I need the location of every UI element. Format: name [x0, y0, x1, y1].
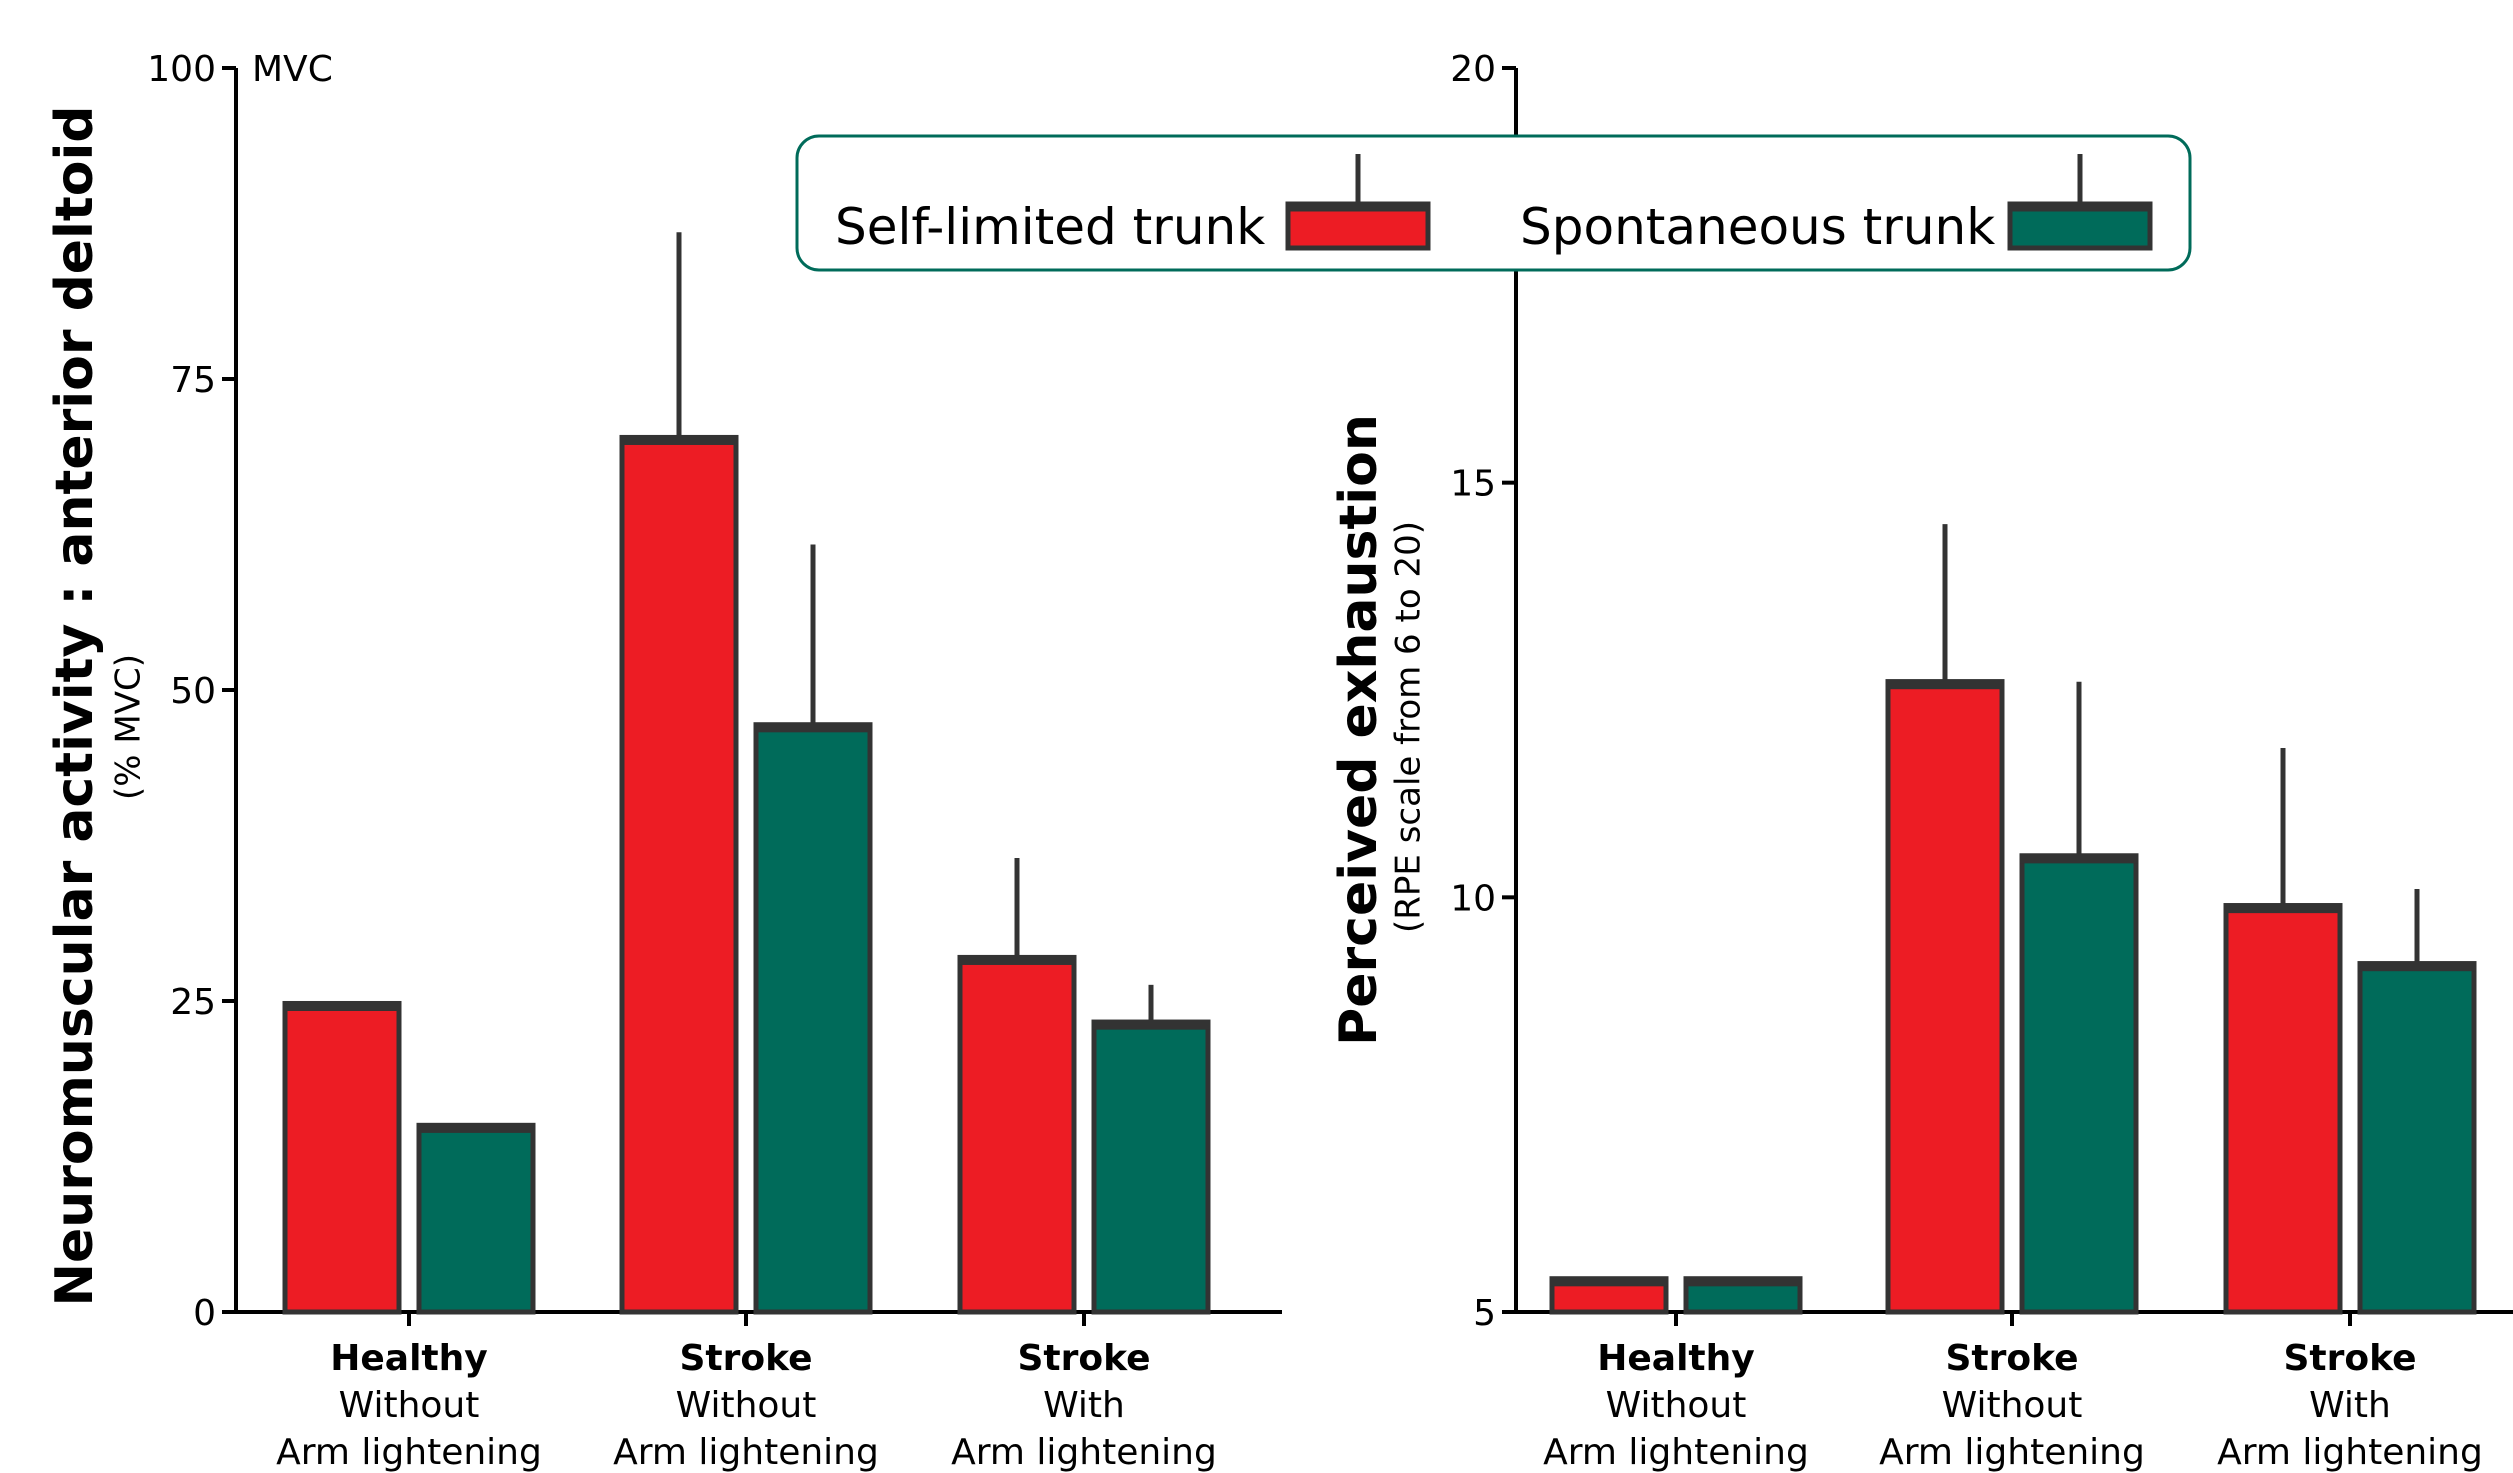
y-tick-label: 0 — [193, 1293, 216, 1334]
bar-self-limited — [619, 434, 739, 1315]
bar-self-limited — [1885, 679, 2005, 1315]
y-tick-label: 75 — [170, 360, 216, 401]
y-tick-label: 50 — [170, 671, 216, 712]
x-category-condition-label: With — [1043, 1385, 1125, 1426]
x-category-lightening-label: Arm lightening — [276, 1432, 542, 1473]
y-axis-subtitle: (% MVC) — [109, 654, 149, 800]
bar-top-cap — [1885, 679, 2005, 690]
chart-perceived-exhaustion: 5 10 15 20 Perceived exhaustion (RPE scale fr… — [1329, 49, 2513, 1473]
y-tick-label: 25 — [170, 982, 216, 1023]
bar-top-cap — [753, 722, 873, 733]
y-tick-label: 10 — [1450, 878, 1496, 919]
y-axis-title: Perceived exhaustion — [1329, 414, 1389, 1046]
x-category-condition-label: Without — [1942, 1385, 2083, 1426]
bar-top-cap — [2223, 903, 2343, 914]
y-tick-label: 5 — [1473, 1293, 1496, 1334]
bar-top-cap — [416, 1122, 536, 1133]
bar-spontaneous — [1091, 1019, 1211, 1315]
bar-top-cap — [1683, 1276, 1803, 1287]
bar-spontaneous — [2357, 961, 2477, 1315]
x-category-group-label: Stroke — [1017, 1338, 1150, 1379]
legend-label: Self-limited trunk — [835, 198, 1265, 256]
bar-spontaneous — [416, 1122, 536, 1315]
legend: Self-limited trunk Spontaneous trunk — [795, 134, 2192, 272]
legend-swatch-cap — [1285, 201, 1431, 212]
x-category-condition-label: Without — [676, 1385, 817, 1426]
legend-swatch-cap — [2007, 201, 2153, 212]
y-tick-label: 100 — [147, 49, 216, 90]
x-category-group-label: Healthy — [330, 1338, 487, 1379]
legend-label: Spontaneous trunk — [1520, 198, 1995, 256]
chart-neuromuscular-activity: 0 25 50 75 100 MVC Neuromuscular activity : an… — [45, 49, 1282, 1473]
bar-top-cap — [282, 1000, 402, 1011]
bar-top-cap — [2357, 961, 2477, 972]
x-category-group-label: Healthy — [1597, 1338, 1754, 1379]
y-axis-title: Neuromuscular activity : anterior deltoi… — [45, 105, 105, 1306]
bar-top-cap — [1549, 1276, 1669, 1287]
bar-top-cap — [2019, 853, 2139, 864]
bar-top-cap — [957, 954, 1077, 965]
x-category-lightening-label: Arm lightening — [1543, 1432, 1809, 1473]
bar-spontaneous — [753, 722, 873, 1315]
bar-self-limited — [957, 954, 1077, 1315]
x-category-group-label: Stroke — [1945, 1338, 2078, 1379]
x-category-condition-label: Without — [1606, 1385, 1747, 1426]
y-axis-unit-annotation: MVC — [252, 49, 333, 90]
x-category-condition-label: Without — [339, 1385, 480, 1426]
y-axis-subtitle: (RPE scale from 6 to 20) — [1389, 521, 1429, 933]
bar-self-limited — [282, 1000, 402, 1315]
bar-top-cap — [619, 434, 739, 445]
legend-box — [795, 134, 2192, 272]
x-category-group-label: Stroke — [679, 1338, 812, 1379]
bar-top-cap — [1091, 1019, 1211, 1030]
x-category-group-label: Stroke — [2283, 1338, 2416, 1379]
x-category-lightening-label: Arm lightening — [1879, 1432, 2145, 1473]
x-category-lightening-label: Arm lightening — [951, 1432, 1217, 1473]
bar-self-limited — [2223, 903, 2343, 1315]
y-tick-label: 20 — [1450, 49, 1496, 90]
bar-spontaneous — [2019, 853, 2139, 1315]
x-category-condition-label: With — [2309, 1385, 2391, 1426]
x-category-lightening-label: Arm lightening — [2217, 1432, 2483, 1473]
y-tick-label: 15 — [1450, 464, 1496, 505]
x-category-lightening-label: Arm lightening — [613, 1432, 879, 1473]
